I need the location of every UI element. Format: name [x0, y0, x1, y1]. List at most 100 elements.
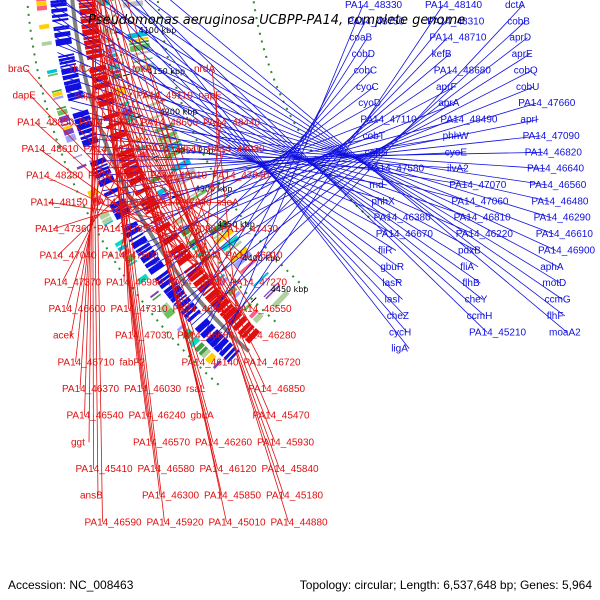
leader-line [158, 122, 206, 274]
feature-block [53, 95, 64, 101]
gene-label: PA14_47600 [102, 251, 160, 262]
forward-gene [144, 256, 161, 269]
gene-label: PA14_47820 [93, 197, 151, 208]
map-title: Pseudomonas aeruginosa UCBPP-PA14, compl… [88, 13, 465, 28]
gene-label: napC [75, 91, 99, 102]
forward-gene [63, 78, 81, 86]
reverse-gene [197, 278, 214, 294]
feature-block [215, 228, 235, 245]
gene-label: PA14_48660 [79, 117, 137, 128]
feature-block [36, 1, 47, 7]
feature-block [46, 68, 58, 75]
feature-block [101, 216, 113, 225]
gene-label: PA14_45410 [76, 464, 134, 475]
gene-label: PA14_49110 [137, 91, 194, 102]
gene-label: PA14_45920 [147, 517, 205, 528]
gene-label: PA14_45850 [204, 491, 262, 502]
leader-line [207, 4, 524, 344]
gene-label: aprI [520, 115, 537, 126]
gene-label: PA14_48010 [150, 171, 208, 182]
leader-line [92, 0, 99, 496]
leader-line [99, 0, 161, 496]
gene-label: PA14_46540 [67, 411, 125, 422]
gene-label: flhF [547, 311, 564, 322]
gene-label: PA14_47840 [155, 197, 213, 208]
gene-label: PA14_46670 [376, 229, 434, 240]
label-leader-lines [25, 0, 568, 523]
leader-line [103, 0, 483, 300]
gene-label: PA14_46900 [538, 246, 596, 257]
gene-label: PA14_46910 [226, 251, 284, 262]
leader-line [149, 68, 242, 314]
feature-block [98, 210, 111, 221]
reverse-gene [176, 252, 193, 267]
gene-label: PA14_48610 [22, 144, 80, 155]
gene-label: PA14_46280 [239, 331, 297, 342]
gene-label: ansB [80, 491, 103, 502]
gene-label: PA14_46560 [529, 180, 587, 191]
feature-block [131, 49, 152, 57]
gene-label: nrdA [194, 64, 215, 75]
leader-line [201, 122, 222, 269]
feature-block [72, 153, 83, 159]
reverse-gene [85, 47, 103, 56]
leader-line [94, 1, 271, 416]
gene-label: cobQ [514, 66, 538, 77]
forward-gene [97, 174, 116, 188]
gene-label: ligA [391, 344, 408, 355]
reverse-gene [78, 0, 95, 2]
gene-label: cobB [507, 16, 530, 27]
gene-label: toxA [132, 64, 152, 75]
gene-label: PA14_46240 [129, 411, 187, 422]
feature-block [198, 346, 209, 356]
forward-gene [135, 242, 151, 254]
gene-label: PA14_48140 [425, 0, 483, 11]
feature-block [62, 124, 73, 131]
gene-labels: PA14_48330 PA14_48140 dctA PA14_48750 PA14_4… [8, 0, 596, 528]
tick-label: 4350 kbp [217, 220, 255, 229]
gene-label: PA14_46720 [244, 357, 302, 368]
leader-line [57, 52, 474, 235]
feature-block [137, 273, 149, 284]
feature-block [149, 111, 170, 121]
gene-label: cheZ [387, 311, 409, 322]
leader-line [160, 53, 530, 288]
gene-label: PA14_47040 [40, 251, 98, 262]
gene-label: aprE [512, 49, 533, 60]
feature-block [271, 290, 290, 309]
gene-label: PA14_46630 [168, 277, 226, 288]
feature-block [38, 23, 50, 30]
leader-line [61, 148, 132, 283]
leader-line [50, 4, 479, 268]
feature-block [58, 114, 71, 124]
forward-gene [52, 17, 69, 22]
gene-label: PA14_44880 [271, 517, 329, 528]
gene-label: PA14_46810 [454, 213, 512, 224]
leader-line [202, 21, 366, 338]
reverse-gene [86, 52, 104, 61]
leader-line [114, 0, 227, 523]
forward-gene [78, 126, 95, 136]
feature-block [233, 251, 253, 269]
gene-label: cheY [465, 295, 488, 306]
leader-line [123, 142, 130, 283]
leader-line [145, 178, 240, 230]
feature-block [63, 127, 75, 136]
reverse-gene [214, 297, 231, 314]
gene-label: PA14_48600 [141, 117, 199, 128]
gene-label: PA14_46920 [173, 304, 231, 315]
forward-gene [76, 120, 94, 132]
forward-gene [50, 0, 67, 4]
feature-block [248, 308, 259, 319]
tick-label: 4300 kbp [195, 184, 233, 193]
gene-label: PA14_46680 [177, 331, 235, 342]
gene-label: PA14_46610 [536, 229, 594, 240]
gene-label: aprA [438, 98, 459, 109]
gene-label: cobU [516, 82, 539, 93]
forward-gene [59, 59, 76, 66]
leader-line [52, 196, 155, 230]
gene-label: PA14_47850 [97, 224, 155, 235]
leader-line [97, 27, 267, 390]
reverse-gene [119, 155, 136, 164]
